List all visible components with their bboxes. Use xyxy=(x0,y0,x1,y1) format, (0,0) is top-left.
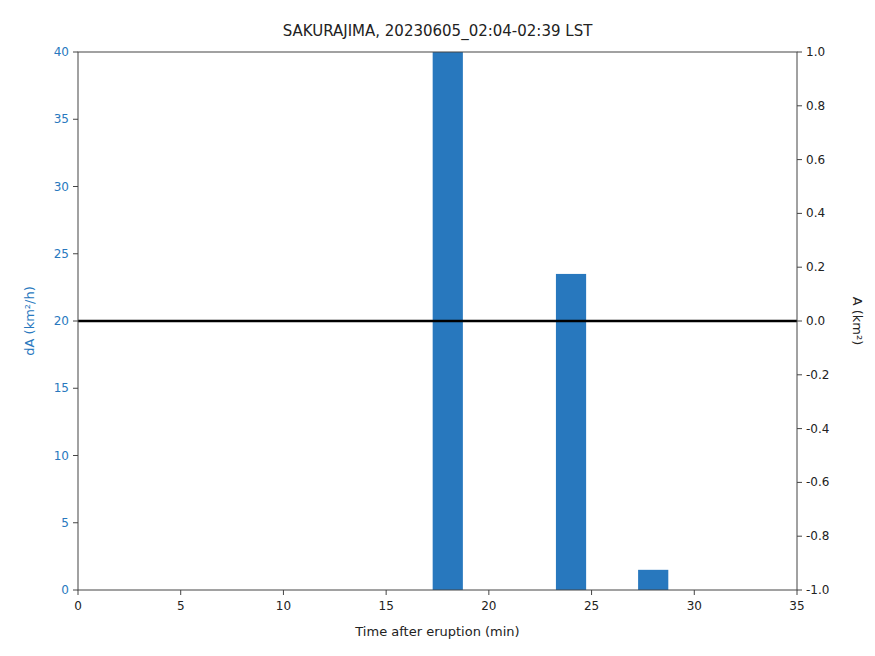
title: SAKURAJIMA, 20230605_02:04-02:39 LST xyxy=(283,22,593,41)
y2-tick xyxy=(797,482,802,483)
y2-tick xyxy=(797,321,802,322)
y2-tick xyxy=(797,590,802,591)
y2-tick-label: -0.6 xyxy=(806,475,829,489)
x-tick xyxy=(488,590,489,595)
reference-line xyxy=(78,320,797,323)
y-tick-label: 10 xyxy=(54,449,69,463)
y-tick xyxy=(73,388,78,389)
x-tick-label: 0 xyxy=(74,599,82,613)
y2-tick-label: -0.4 xyxy=(806,422,829,436)
plot-frame xyxy=(78,52,797,590)
bar xyxy=(638,570,668,590)
y-tick xyxy=(73,321,78,322)
y2-tick-label: 1.0 xyxy=(806,45,825,59)
x-tick xyxy=(386,590,387,595)
x-tick xyxy=(694,590,695,595)
x-tick xyxy=(78,590,79,595)
y-tick xyxy=(73,522,78,523)
y-tick-label: 15 xyxy=(54,381,69,395)
y-tick-label: 20 xyxy=(54,314,69,328)
axes: 0 5 10 15 20 25 30 35 0 5 10 15 20 25 30 35 40 -1.0 -0.8 -0… xyxy=(54,45,830,613)
y2-tick-label: 0.4 xyxy=(806,206,825,220)
y2-tick xyxy=(797,374,802,375)
y2-tick-label: 0.6 xyxy=(806,153,825,167)
y-tick xyxy=(73,119,78,120)
x-tick-label: 10 xyxy=(276,599,291,613)
y-tick xyxy=(73,590,78,591)
x-tick xyxy=(591,590,592,595)
y-tick-label: 30 xyxy=(54,180,69,194)
y-tick-label: 5 xyxy=(61,516,69,530)
x-tick-label: 15 xyxy=(379,599,394,613)
y2-tick xyxy=(797,52,802,53)
x-tick-label: 35 xyxy=(789,599,804,613)
y-tick xyxy=(73,52,78,53)
y-tick xyxy=(73,186,78,187)
y2-tick xyxy=(797,213,802,214)
x-tick xyxy=(797,590,798,595)
y2-tick-label: -0.8 xyxy=(806,529,829,543)
x-tick-label: 5 xyxy=(177,599,185,613)
x-axis-label: Time after eruption (min) xyxy=(354,624,519,639)
y2-tick xyxy=(797,267,802,268)
y2-tick-label: 0.8 xyxy=(806,99,825,113)
x-tick-label: 20 xyxy=(481,599,496,613)
x-tick xyxy=(283,590,284,595)
y2-tick xyxy=(797,159,802,160)
y2-tick xyxy=(797,428,802,429)
y2-tick-label: -0.2 xyxy=(806,368,829,382)
x-tick xyxy=(180,590,181,595)
plot-background xyxy=(78,52,797,590)
y-tick xyxy=(73,455,78,456)
y-tick-label: 40 xyxy=(54,45,69,59)
x-tick-label: 30 xyxy=(687,599,702,613)
y2-tick-label: 0.2 xyxy=(806,260,825,274)
chart: 0 5 10 15 20 25 30 35 0 5 10 15 20 25 30 35 40 -1.0 -0.8 -0… xyxy=(0,0,875,656)
y-tick-label: 35 xyxy=(54,112,69,126)
y-tick-label: 25 xyxy=(54,247,69,261)
y-axis-label: dA (km²/h) xyxy=(22,286,37,355)
y2-tick-label: 0.0 xyxy=(806,314,825,328)
y2-axis-label: A (km²) xyxy=(850,297,865,346)
marks xyxy=(78,52,797,590)
y2-tick xyxy=(797,105,802,106)
y-tick-label: 0 xyxy=(61,583,69,597)
y2-tick xyxy=(797,536,802,537)
x-tick-label: 25 xyxy=(584,599,599,613)
y-tick xyxy=(73,253,78,254)
y2-tick-label: -1.0 xyxy=(806,583,829,597)
